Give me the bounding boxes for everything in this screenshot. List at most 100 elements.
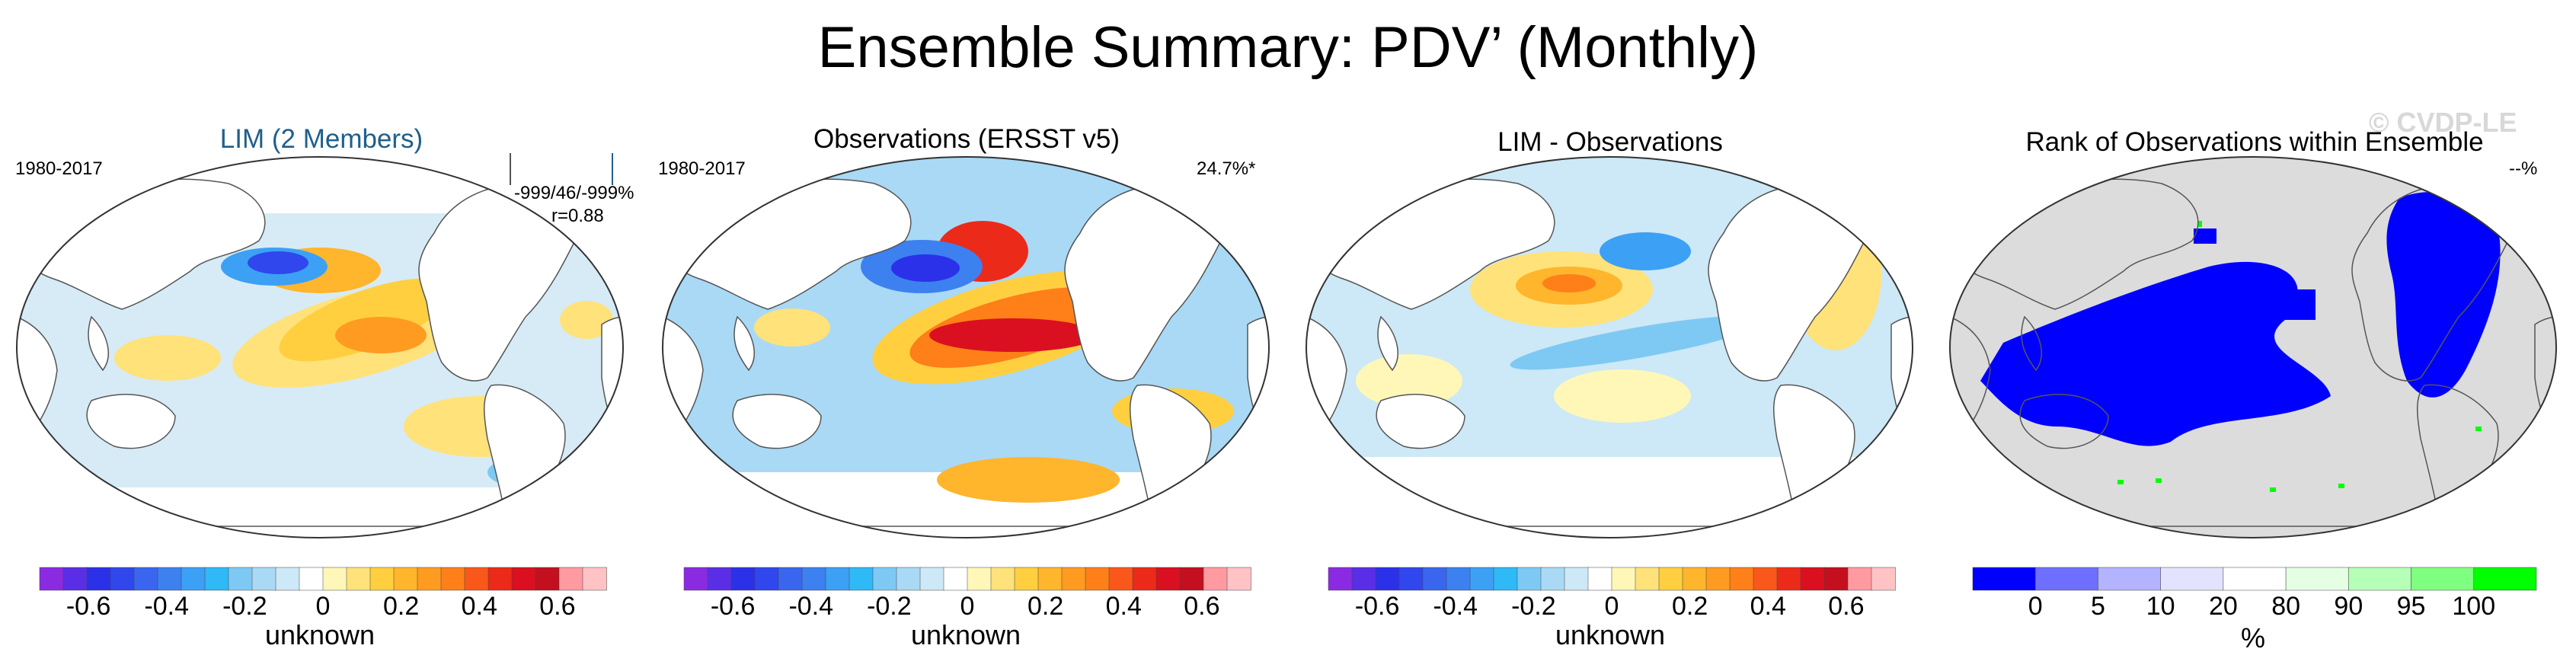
colorbar-swatch (1682, 567, 1707, 591)
colorbar-tick-label: 0.4 (1105, 592, 1142, 621)
colorbar-tick-label: 0.6 (1184, 592, 1220, 621)
colorbar-swatch (1061, 567, 1086, 591)
colorbar-swatch (464, 567, 489, 591)
colorbar-tick-label: 0.6 (539, 592, 576, 621)
colorbar-swatch (1705, 567, 1731, 591)
colorbar-tick-label: 90 (2334, 592, 2363, 621)
colorbar-swatch (730, 567, 756, 591)
colorbar-swatch (1398, 567, 1424, 591)
panel-3-map (1306, 157, 1913, 538)
watermark-text: © CVDP-LE (2369, 107, 2517, 138)
colorbar-swatch (1611, 567, 1636, 591)
colorbar-tick-label: 80 (2271, 592, 2301, 621)
colorbar-swatch (2098, 567, 2161, 591)
colorbar-swatch (1014, 567, 1039, 591)
colorbar-swatch (2285, 567, 2349, 591)
colorbar-tick-label: 100 (2452, 592, 2496, 621)
colorbar-swatch (535, 567, 560, 591)
colorbar-tick-label: 95 (2396, 592, 2426, 621)
colorbar-swatch (1972, 567, 2036, 591)
colorbar-tick-label: 0.6 (1828, 592, 1865, 621)
colorbar-swatch (1871, 567, 1896, 591)
colorbar-swatch (1351, 567, 1376, 591)
colorbar-swatch (1037, 567, 1063, 591)
colorbar-swatch (2348, 567, 2411, 591)
colorbar-swatch (683, 567, 708, 591)
colorbar-tick-label: -0.6 (66, 592, 111, 621)
colorbar-swatch (707, 567, 732, 591)
colorbar-swatch (393, 567, 418, 591)
colorbar-swatch (1179, 567, 1204, 591)
colorbar-tick-label: 20 (2208, 592, 2238, 621)
panel-1-period: 1980-2017 (15, 158, 103, 179)
colorbar-swatch (754, 567, 779, 591)
colorbar-swatch (110, 567, 135, 591)
colorbar-swatch (511, 567, 536, 591)
colorbar-tick-label: 10 (2146, 592, 2175, 621)
colorbar-swatch (1564, 567, 1589, 591)
colorbar-swatch (2223, 567, 2287, 591)
colorbar-swatch (943, 567, 968, 591)
colorbar-swatch (251, 567, 276, 591)
panel-2-title: Observations (ERSST v5) (813, 124, 1120, 154)
colorbar-swatch (1587, 567, 1612, 591)
colorbar-tick-label: -0.4 (1433, 592, 1478, 621)
panel-1-colorbar-ticks: -0.6 -0.4 -0.2 0 0.2 0.4 0.6 (0, 593, 2576, 623)
colorbar-tick-label: 0 (1604, 592, 1619, 621)
colorbar-swatch (346, 567, 371, 591)
colorbar-tick-label: -0.2 (867, 592, 912, 621)
colorbar-swatch (157, 567, 182, 591)
colorbar-swatch (1847, 567, 1872, 591)
colorbar-swatch (1635, 567, 1660, 591)
colorbar-swatch (896, 567, 921, 591)
colorbar-swatch (322, 567, 347, 591)
colorbar-swatch (181, 567, 206, 591)
panel-3-colorbar-title: unknown (1555, 619, 1666, 650)
colorbar-swatch (1469, 567, 1494, 591)
colorbar-swatch (1226, 567, 1251, 591)
colorbar-swatch (1446, 567, 1471, 591)
panel-1-stats: -999/46/-999% (514, 183, 634, 203)
colorbar-swatch (1493, 567, 1518, 591)
colorbar-swatch (417, 567, 442, 591)
colorbar-tick-label: -0.4 (788, 592, 834, 621)
colorbar-swatch (1132, 567, 1157, 591)
panel-4-percent: --% (2509, 158, 2538, 179)
colorbar-swatch (801, 567, 826, 591)
colorbar-swatch (228, 567, 253, 591)
colorbar-swatch (1776, 567, 1801, 591)
colorbar-swatch (990, 567, 1015, 591)
colorbar-tick-label: 0.2 (382, 592, 420, 621)
colorbar-swatch (299, 567, 324, 591)
panel-1-title: LIM (2 Members) (219, 124, 423, 154)
panel-1-colorbar-title: unknown (264, 619, 376, 650)
panel-2-map (663, 157, 1269, 538)
colorbar-tick-label: 0 (315, 592, 331, 621)
colorbar-swatch (86, 567, 111, 591)
panel-3-colorbar-ticks: -0.6 -0.4 -0.2 0 0.2 0.4 0.6 (0, 593, 2576, 623)
colorbar-swatch (1517, 567, 1542, 591)
colorbar-swatch (2034, 567, 2098, 591)
panel-2-colorbar-ticks: -0.6 -0.4 -0.2 0 0.2 0.4 0.6 (0, 593, 2576, 623)
panel-4-colorbar-title: % (2240, 622, 2265, 653)
panel-4-title: Rank of Observations within Ensemble (2025, 127, 2484, 157)
colorbar-swatch (204, 567, 229, 591)
colorbar-swatch (582, 567, 607, 591)
colorbar-tick-label: 5 (2090, 592, 2105, 621)
colorbar-tick-label: -0.2 (222, 592, 267, 621)
colorbar-tick-label: 0.2 (1671, 592, 1708, 621)
colorbar-swatch (39, 567, 64, 591)
panel-1-correlation: r=0.88 (551, 206, 604, 226)
panel-2-percent: 24.7%* (1197, 158, 1256, 179)
colorbar-swatch (872, 567, 897, 591)
colorbar-tick-label: -0.4 (144, 592, 190, 621)
colorbar-swatch (1823, 567, 1849, 591)
page-title: Ensemble Summary: PDV’ (Monthly) (817, 15, 1759, 80)
panel-2-colorbar-title: unknown (910, 619, 1021, 650)
colorbar-swatch (369, 567, 395, 591)
panel-3-title: LIM - Observations (1497, 127, 1723, 157)
colorbar-swatch (440, 567, 465, 591)
colorbar-swatch (849, 567, 874, 591)
colorbar-swatch (2473, 567, 2537, 591)
